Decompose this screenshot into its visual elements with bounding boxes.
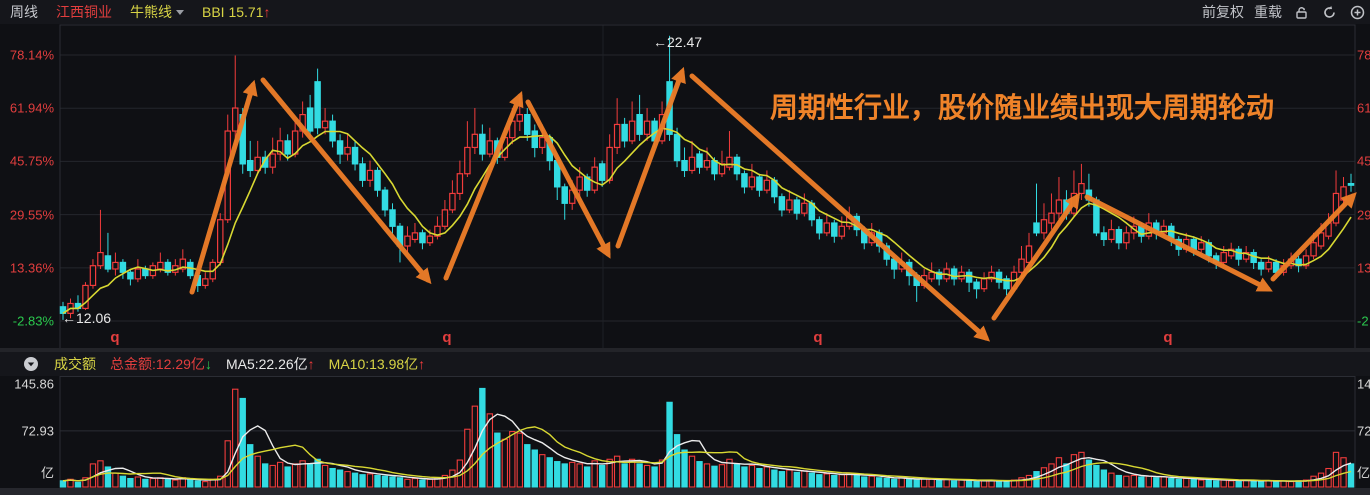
quarter-report-marker[interactable]: q (1163, 329, 1173, 346)
bbi-up-arrow: ↑ (263, 4, 271, 20)
price-chart-panel: 78.14% 61.94% 45.75% 29.55% 13.36% -2.83% 78 6… (0, 24, 1370, 350)
bbi-label: BBI 15.71 (202, 4, 264, 20)
price-axis-tick: -2.83% (12, 313, 54, 329)
stock-name[interactable]: 江西铜业 (56, 4, 112, 20)
price-axis-tick-right: 45 (1357, 153, 1370, 169)
period-tab-weekly[interactable]: 周线 (10, 4, 38, 20)
zoom-in-icon[interactable] (1348, 3, 1366, 21)
indicator-dropdown[interactable]: 牛熊线 (130, 2, 184, 22)
peak-price-annotation: ←22.47 (653, 34, 703, 50)
quarter-report-marker[interactable]: q (442, 329, 452, 346)
volume-axis-tick-right: 72 (1357, 423, 1370, 439)
quarter-report-marker[interactable]: q (110, 329, 120, 346)
trough-price-annotation: ←12.06 (62, 310, 112, 326)
quarter-report-marker[interactable]: q (813, 329, 823, 346)
price-axis-tick: 13.36% (9, 260, 54, 276)
price-axis-tick: 78.14% (9, 47, 54, 63)
reload-button[interactable]: 重载 (1254, 4, 1282, 20)
price-axis-tick-right: -2 (1357, 313, 1369, 329)
adjust-mode-button[interactable]: 前复权 (1202, 4, 1244, 20)
turnover-ma5-label: MA5:22.26亿 (225, 356, 308, 372)
panel-separator (0, 348, 1370, 352)
bottom-scrollbar-strip[interactable] (0, 488, 1370, 495)
ma5-up-arrow: ↑ (307, 356, 315, 372)
refresh-icon[interactable] (1320, 3, 1338, 21)
volume-axis-tick: 145.86 (14, 376, 54, 392)
turnover-ma10-label: MA10:13.98亿 (328, 356, 419, 372)
chevron-down-icon (176, 10, 184, 15)
volume-axis-tick-right: 亿 (1357, 465, 1370, 481)
turnover-down-arrow: ↓ (204, 356, 212, 372)
cycle-commentary-text: 周期性行业，股价随业绩出现大周期轮动 (770, 92, 1275, 123)
toolbar-right-group: 前复权 重载 (1202, 0, 1366, 24)
price-axis-tick-right: 29 (1357, 207, 1370, 223)
turnover-ma5: MA5:22.26亿↑ (226, 354, 315, 374)
price-axis-tick: 61.94% (9, 100, 54, 116)
volume-axis-tick: 亿 (40, 465, 54, 481)
turnover-total-label: 总金额:12.29亿 (110, 356, 205, 372)
volume-panel-header: 成交额 总金额:12.29亿↓ MA5:22.26亿↑ MA10:13.98亿↑ (0, 352, 1370, 376)
volume-panel-title[interactable]: 成交额 (54, 356, 96, 372)
turnover-ma10: MA10:13.98亿↑ (329, 354, 426, 374)
toolbar-left-group: 周线 江西铜业 牛熊线 BBI 15.71↑ (0, 2, 271, 22)
top-toolbar: 周线 江西铜业 牛熊线 BBI 15.71↑ 前复权 重载 (0, 0, 1370, 24)
ma10-up-arrow: ↑ (418, 356, 426, 372)
volume-chart-canvas[interactable] (0, 376, 1370, 488)
price-axis-tick-right: 78 (1357, 47, 1370, 63)
volume-axis-tick: 72.93 (21, 423, 54, 439)
unlock-icon[interactable] (1292, 3, 1310, 21)
bbi-value: BBI 15.71↑ (202, 4, 271, 20)
volume-chart-panel: 145.86 72.93 亿 14 72 亿 (0, 376, 1370, 488)
indicator-dropdown-label: 牛熊线 (130, 4, 172, 20)
price-chart-canvas[interactable] (0, 24, 1370, 350)
price-axis-tick-right: 61 (1357, 100, 1370, 116)
volume-axis-tick-right: 14 (1357, 376, 1370, 392)
price-axis-tick-right: 13 (1357, 260, 1370, 276)
price-axis-tick: 45.75% (9, 153, 54, 169)
collapse-panel-icon[interactable] (22, 355, 40, 373)
turnover-total: 总金额:12.29亿↓ (110, 354, 212, 374)
price-axis-tick: 29.55% (9, 207, 54, 223)
